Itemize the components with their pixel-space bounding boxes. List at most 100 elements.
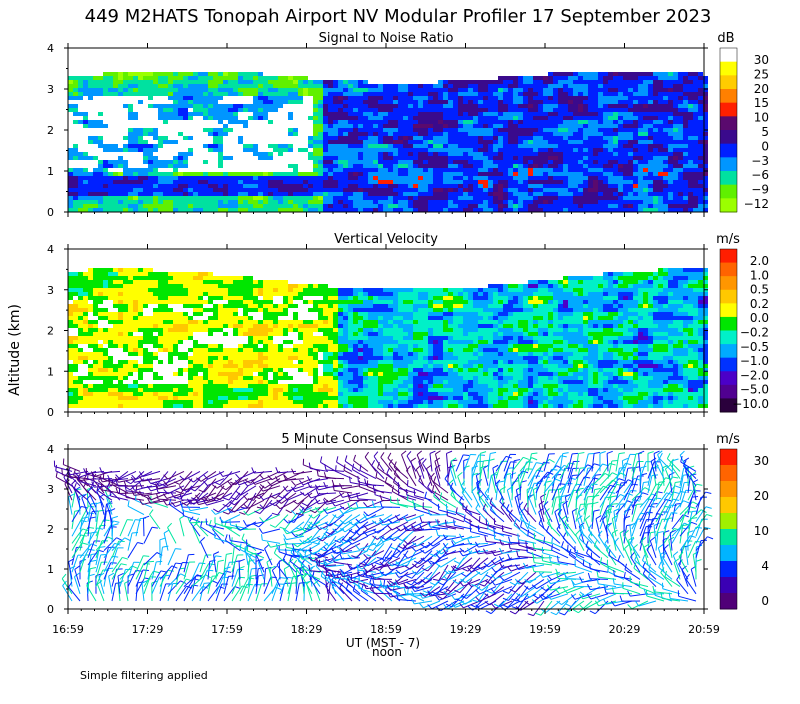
heatmap-cell (588, 80, 593, 84)
heatmap-cell (658, 92, 663, 96)
heatmap-cell (538, 144, 543, 148)
heatmap-cell (263, 80, 268, 84)
heatmap-cell (678, 124, 683, 128)
heatmap-cell (298, 76, 303, 80)
heatmap-cell (613, 152, 618, 156)
heatmap-cell (378, 128, 383, 132)
heatmap-cell (498, 140, 503, 144)
heatmap-cell (368, 156, 373, 160)
heatmap-cell (198, 168, 203, 172)
heatmap-cell (108, 388, 113, 392)
heatmap-cell (688, 132, 693, 136)
heatmap-cell (538, 92, 543, 96)
heatmap-cell (573, 112, 578, 116)
heatmap-cell (558, 168, 563, 172)
heatmap-cell (83, 100, 88, 104)
heatmap-cell (68, 80, 73, 84)
heatmap-cell (663, 120, 668, 124)
heatmap-cell (613, 84, 618, 88)
heatmap-cell (98, 328, 103, 332)
heatmap-cell (513, 116, 518, 120)
heatmap-cell (213, 96, 218, 100)
heatmap-cell (203, 108, 208, 112)
heatmap-cell (518, 96, 523, 100)
heatmap-cell (253, 188, 258, 192)
heatmap-cell (468, 136, 473, 140)
heatmap-cell (378, 192, 383, 196)
heatmap-cell (348, 168, 353, 172)
heatmap-cell (148, 184, 153, 188)
heatmap-cell (393, 104, 398, 108)
heatmap-cell (598, 120, 603, 124)
heatmap-cell (143, 268, 148, 272)
heatmap-cell (178, 180, 183, 184)
heatmap-cell (418, 88, 423, 92)
heatmap-cell (128, 140, 133, 144)
heatmap-cell (113, 368, 118, 372)
footnote: Simple filtering applied (80, 669, 208, 682)
heatmap-cell (663, 108, 668, 112)
heatmap-cell (388, 132, 393, 136)
heatmap-cell (68, 272, 73, 276)
noon-label: noon (372, 645, 402, 659)
heatmap-cell (313, 80, 318, 84)
heatmap-cell (203, 208, 208, 212)
heatmap-cell (268, 120, 273, 124)
heatmap-cell (353, 156, 358, 160)
heatmap-cell (663, 156, 668, 160)
heatmap-cell (103, 200, 108, 204)
heatmap-cell (318, 176, 323, 180)
heatmap-cell (148, 400, 153, 404)
heatmap-cell (148, 180, 153, 184)
heatmap-cell (403, 128, 408, 132)
heatmap-cell (518, 204, 523, 208)
heatmap-cell (313, 116, 318, 120)
heatmap-cell (528, 108, 533, 112)
heatmap-cell (68, 164, 73, 168)
heatmap-cell (138, 400, 143, 404)
heatmap-cell (168, 188, 173, 192)
heatmap-cell (698, 120, 703, 124)
heatmap-cell (143, 96, 148, 100)
heatmap-cell (618, 80, 623, 84)
heatmap-cell (583, 120, 588, 124)
heatmap-cell (318, 132, 323, 136)
heatmap-cell (268, 176, 273, 180)
heatmap-cell (433, 124, 438, 128)
heatmap-cell (598, 188, 603, 192)
heatmap-cell (343, 184, 348, 188)
heatmap-cell (203, 188, 208, 192)
heatmap-cell (293, 108, 298, 112)
heatmap-cell (163, 200, 168, 204)
heatmap-cell (483, 140, 488, 144)
heatmap-cell (538, 108, 543, 112)
heatmap-cell (553, 124, 558, 128)
heatmap-cell (98, 208, 103, 212)
heatmap-cell (683, 144, 688, 148)
heatmap-cell (138, 124, 143, 128)
heatmap-cell (588, 164, 593, 168)
heatmap-cell (178, 96, 183, 100)
heatmap-cell (98, 296, 103, 300)
heatmap-cell (528, 116, 533, 120)
heatmap-cell (528, 208, 533, 212)
heatmap-cell (678, 184, 683, 188)
heatmap-cell (188, 80, 193, 84)
heatmap-cell (688, 108, 693, 112)
heatmap-cell (313, 184, 318, 188)
heatmap-cell (443, 152, 448, 156)
heatmap-cell (403, 104, 408, 108)
heatmap-cell (253, 112, 258, 116)
heatmap-cell (483, 104, 488, 108)
heatmap-cell (378, 140, 383, 144)
heatmap-cell (478, 92, 483, 96)
heatmap-cell (168, 204, 173, 208)
heatmap-cell (138, 192, 143, 196)
heatmap-cell (693, 144, 698, 148)
heatmap-cell (78, 160, 83, 164)
heatmap-cell (108, 316, 113, 320)
heatmap-cell (113, 100, 118, 104)
heatmap-cell (323, 152, 328, 156)
heatmap-cell (323, 192, 328, 196)
heatmap-cell (428, 200, 433, 204)
